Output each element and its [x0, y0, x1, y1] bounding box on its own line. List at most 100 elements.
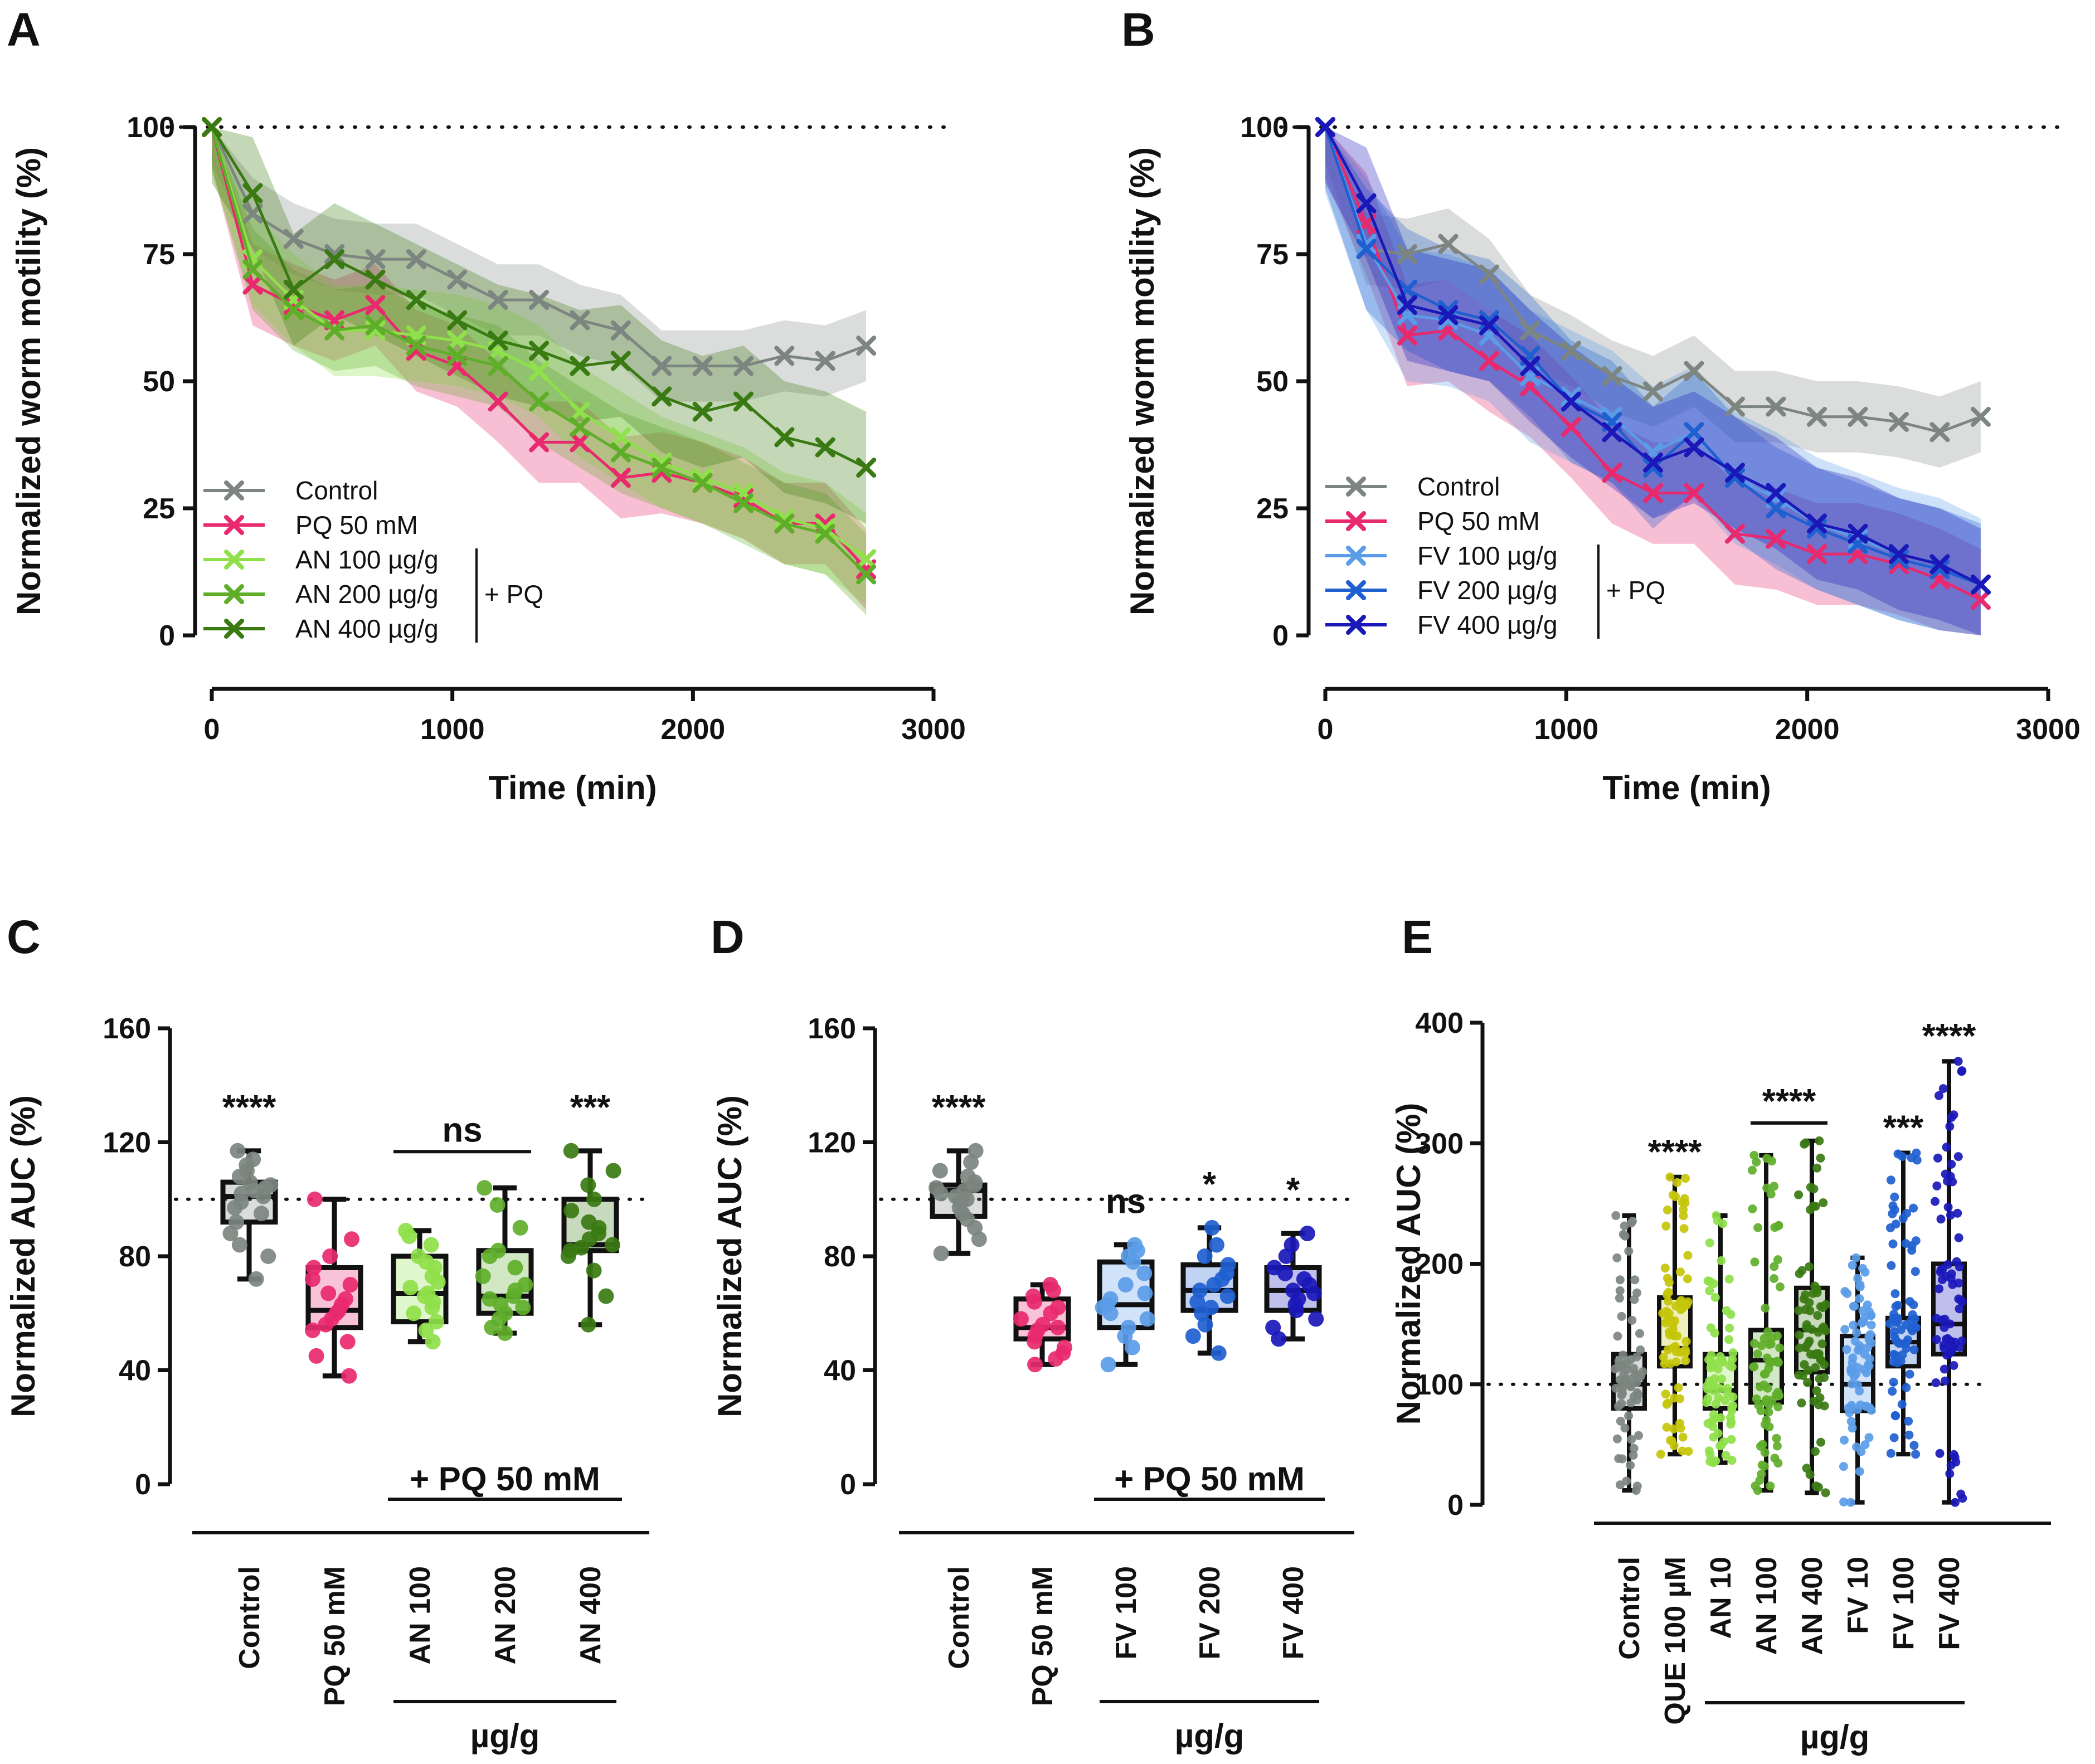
data-point-que-100-m [1661, 1389, 1670, 1399]
data-point-fv-100 [1904, 1430, 1914, 1440]
legend-marker [1346, 477, 1366, 497]
data-point-fv-100 [1886, 1449, 1895, 1458]
data-point-que-100-m [1678, 1432, 1688, 1442]
legend-marker [224, 619, 244, 639]
data-point-fv-100 [1904, 1416, 1913, 1426]
data-point-fv-100 [1891, 1219, 1900, 1229]
point-control [529, 290, 550, 310]
point-an-100-g-g [447, 331, 468, 351]
data-point-an-400 [580, 1177, 596, 1193]
point-fv-200-g-g [1684, 422, 1704, 443]
point-control [1438, 234, 1459, 254]
data-point-que-100-m [1683, 1297, 1693, 1306]
data-point-que-100-m [1663, 1206, 1672, 1214]
data-point-fv-100 [1893, 1300, 1903, 1310]
data-point-que-100-m [1679, 1224, 1689, 1233]
point-an-400-g-g [774, 427, 795, 448]
data-point-que-100-m [1673, 1331, 1682, 1340]
data-point-control [1622, 1379, 1631, 1389]
point-control [815, 351, 835, 371]
category-label: AN 400 [1796, 1557, 1829, 1655]
point-an-400-g-g [652, 386, 672, 407]
data-point-fv-400 [1932, 1335, 1941, 1344]
data-point-fv-200 [1211, 1345, 1227, 1361]
data-point-que-100-m [1680, 1194, 1689, 1203]
legend-marker [1346, 546, 1366, 566]
data-point-pq-50-mm [1027, 1357, 1043, 1373]
data-point-an-10 [1705, 1450, 1715, 1459]
data-point-fv-10 [1855, 1341, 1864, 1350]
data-point-fv-200 [1197, 1248, 1213, 1264]
data-point-an-100 [1773, 1255, 1782, 1265]
data-point-fv-400 [1265, 1319, 1281, 1335]
data-point-fv-100 [1890, 1289, 1900, 1299]
data-point-que-100-m [1656, 1450, 1665, 1459]
data-point-pq-50-mm [307, 1191, 323, 1207]
data-point-an-400 [1811, 1447, 1820, 1456]
data-point-fv-10 [1855, 1294, 1864, 1303]
point-an-400-g-g [733, 391, 754, 412]
data-point-fv-100 [1888, 1239, 1898, 1248]
data-point-an-100 [1749, 1339, 1759, 1348]
data-point-an-10 [1717, 1441, 1726, 1450]
data-point-control [1617, 1311, 1626, 1321]
x-tick-label: 2000 [1775, 713, 1840, 746]
point-an-200-g-g [652, 458, 672, 478]
data-point-an-100 [425, 1334, 441, 1350]
data-point-control [229, 1214, 244, 1230]
data-point-fv-200 [1204, 1219, 1220, 1236]
panel-letter: B [1121, 3, 1155, 56]
data-point-fv-400 [1942, 1271, 1951, 1281]
point-pq-50-mm [1397, 325, 1417, 346]
data-point-control [1631, 1486, 1641, 1495]
x-tick-label: 1000 [420, 713, 485, 746]
data-point-an-200 [477, 1180, 493, 1196]
data-point-fv-400 [1285, 1282, 1301, 1299]
data-point-an-100 [1748, 1165, 1757, 1175]
data-point-control [1632, 1288, 1641, 1298]
data-point-an-10 [1728, 1348, 1738, 1358]
data-point-an-100 [1765, 1358, 1774, 1368]
data-point-fv-10 [1852, 1442, 1861, 1452]
data-point-an-10 [1710, 1374, 1719, 1383]
data-point-an-100 [406, 1305, 422, 1321]
data-point-an-10 [1727, 1417, 1736, 1427]
data-point-an-400 [605, 1163, 621, 1179]
data-point-an-100 [423, 1237, 439, 1253]
data-point-an-10 [1711, 1399, 1720, 1409]
data-point-que-100-m [1658, 1309, 1668, 1318]
data-point-fv-10 [1845, 1408, 1854, 1417]
point-an-400-g-g [570, 356, 590, 376]
unit-label: µg/g [470, 1717, 540, 1755]
data-point-an-100 [1775, 1282, 1785, 1291]
data-point-control [1612, 1253, 1622, 1262]
data-point-an-100 [1762, 1416, 1771, 1425]
data-point-an-400 [586, 1191, 602, 1207]
data-point-que-100-m [1675, 1394, 1685, 1403]
x-tick-label: 1000 [1534, 713, 1598, 746]
data-point-an-100 [1773, 1358, 1783, 1367]
legend-label: PQ 50 mM [1417, 507, 1540, 536]
data-point-que-100-m [1665, 1172, 1675, 1182]
data-point-que-100-m [1663, 1274, 1672, 1283]
data-point-fv-400 [1943, 1177, 1952, 1186]
sd-band-fv-100-g-g [1325, 127, 1981, 635]
point-an-100-g-g [610, 427, 631, 448]
data-point-an-400 [1805, 1298, 1814, 1308]
data-point-fv-10 [1855, 1386, 1864, 1396]
data-point-an-10 [1727, 1403, 1737, 1412]
data-point-an-100 [1752, 1158, 1761, 1167]
data-point-an-200 [497, 1325, 513, 1341]
data-point-an-100 [1750, 1257, 1759, 1267]
sd-band-fv-400-g-g [1325, 127, 1981, 635]
point-fv-400-g-g [1806, 513, 1827, 534]
point-pq-50-mm [283, 295, 304, 315]
point-control [1642, 381, 1663, 402]
data-point-an-10 [1704, 1355, 1713, 1364]
data-point-an-400 [1805, 1262, 1814, 1271]
data-point-fv-10 [1848, 1423, 1857, 1433]
y-tick-label: 0 [135, 1469, 151, 1501]
data-point-que-100-m [1663, 1290, 1671, 1299]
data-point-fv-100 [1909, 1203, 1918, 1213]
